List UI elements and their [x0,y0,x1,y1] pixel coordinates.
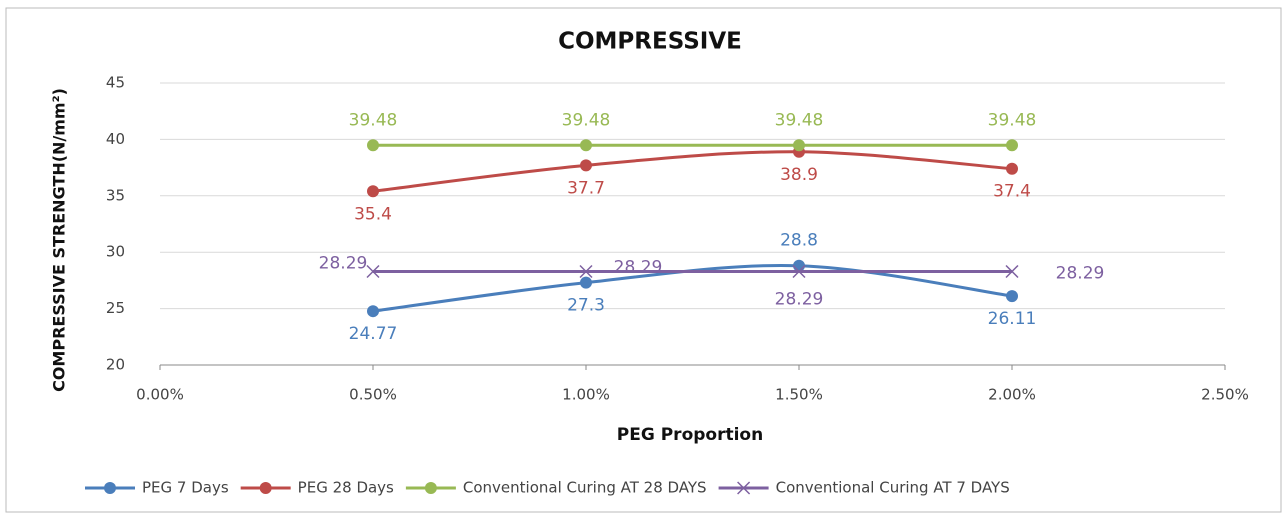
data-label: 28.8 [780,231,818,251]
x-axis-label: PEG Proportion [617,425,763,445]
x-tick-label: 0.50% [349,386,397,404]
marker [366,264,380,279]
data-label: 35.4 [354,204,392,224]
marker [579,264,593,279]
legend-label: Conventional Curing AT 28 DAYS [463,479,707,497]
marker [104,482,116,494]
marker [367,185,379,198]
data-label: 37.7 [567,178,605,198]
y-tick-label: 20 [106,356,125,374]
marker [1006,290,1018,303]
x-tick-label: 1.00% [562,386,610,404]
x-tick-label: 0.00% [136,386,184,404]
data-label: 28.29 [614,257,663,277]
data-label: 26.11 [988,309,1037,329]
y-tick-label: 30 [106,243,125,261]
y-tick-label: 35 [106,186,125,204]
x-tick-label: 1.50% [775,386,823,404]
y-axis-label: COMPRESSIVE STRENGTH(N/mm²) [50,88,69,392]
y-tick-label: 45 [106,74,125,92]
marker [259,482,272,494]
y-tick-label: 40 [106,130,125,148]
marker [580,159,592,172]
data-label: 37.4 [993,182,1031,202]
data-label: 39.48 [775,110,824,130]
legend-label: Conventional Curing AT 7 DAYS [776,479,1010,497]
data-label: 27.3 [567,296,605,316]
marker [367,305,379,318]
data-label: 39.48 [349,110,398,130]
data-label: 28.29 [775,289,824,309]
marker [737,481,751,495]
data-label: 39.48 [562,110,611,130]
marker [424,482,437,494]
data-label: 24.77 [349,324,398,344]
y-tick-label: 25 [106,299,125,317]
marker [1006,139,1018,152]
marker [580,139,592,152]
marker [793,259,805,272]
x-tick-label: 2.00% [988,386,1036,404]
marker [580,276,592,289]
chart-title: COMPRESSIVE [558,29,742,55]
data-label: 39.48 [988,110,1037,130]
data-label: 28.29 [1056,263,1105,283]
series-line [372,150,1013,193]
legend-label: PEG 7 Days [142,479,229,497]
marker [1006,162,1018,175]
chart-frame [5,7,1282,513]
x-tick-label: 2.50% [1201,386,1249,404]
marker [792,264,806,279]
marker [367,139,379,152]
marker [1005,264,1019,279]
legend-label: PEG 28 Days [298,479,394,497]
data-label: 38.9 [780,165,818,185]
marker [793,139,805,152]
data-label: 28.29 [319,253,368,273]
